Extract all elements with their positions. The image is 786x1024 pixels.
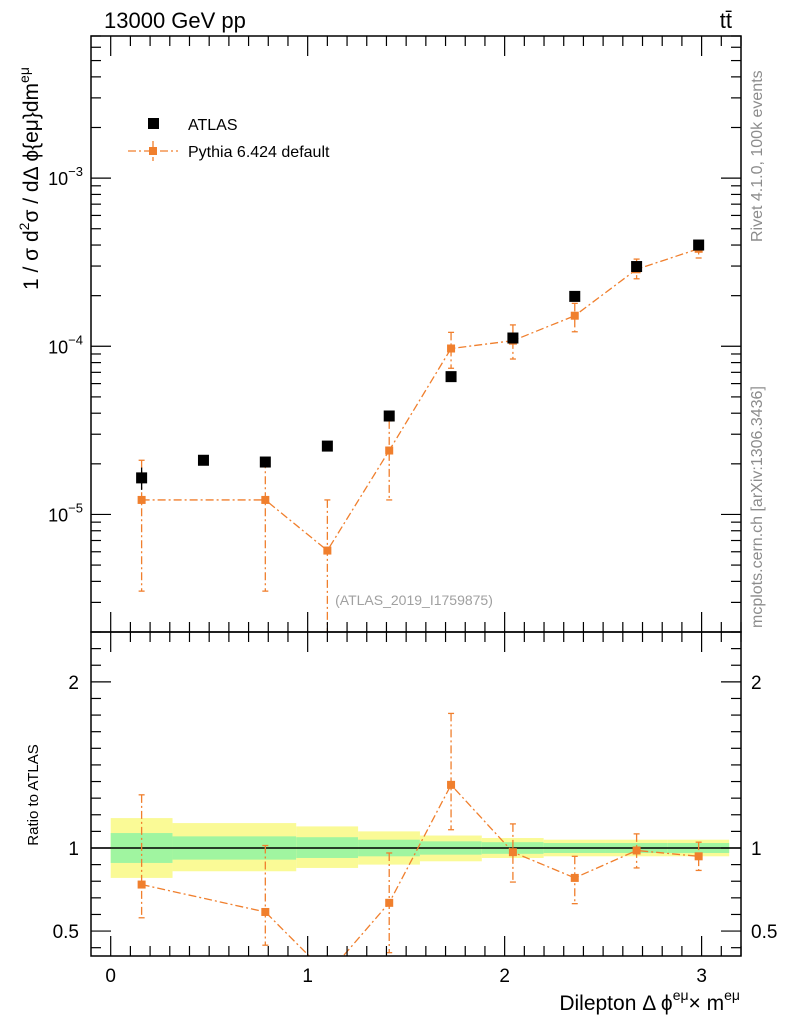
ratio-y-tick-label-right: 2: [751, 673, 762, 694]
atlas-point: [445, 371, 457, 383]
main-y-tick-label: 10−4: [48, 332, 83, 357]
pythia-point: [385, 446, 394, 455]
main-series: [136, 239, 705, 632]
ratio-point: [447, 780, 456, 789]
x-axis-label: Dilepton Δ ϕeμ× meμ: [559, 987, 740, 1015]
pythia-point: [447, 344, 456, 353]
pythia-point: [570, 311, 579, 320]
header-process: tt̄: [720, 8, 732, 33]
rivet-version-label: Rivet 4.1.0, 100k events: [749, 70, 766, 242]
pythia-line: [141, 248, 699, 552]
main-y-tick-label: 10−3: [48, 164, 83, 189]
legend: ATLAS Pythia 6.424 default: [128, 117, 330, 161]
pythia-point: [137, 495, 146, 504]
legend-pythia-marker: [149, 147, 157, 155]
ratio-point: [570, 873, 579, 882]
ratio-point: [261, 907, 270, 916]
ratio-y-tick-label: 0.5: [53, 922, 79, 943]
ratio-y-tick-label-right: 0.5: [751, 922, 777, 943]
atlas-point: [197, 454, 209, 466]
ratio-point: [385, 898, 394, 907]
atlas-point: [693, 239, 705, 251]
pythia-point: [261, 495, 270, 504]
x-tick-label: 0: [105, 966, 116, 987]
ratio-y-tick-label-right: 1: [751, 839, 762, 860]
ratio-point: [632, 846, 641, 855]
atlas-point: [383, 410, 395, 422]
ratio-frame: [90, 631, 742, 957]
main-y-axis-label: 1 / σ d2σ / dΔ ϕ{eμ}dmeμ: [16, 67, 43, 290]
legend-pythia-label: Pythia 6.424 default: [188, 144, 330, 161]
ratio-y-axis-label: Ratio to ATLAS: [25, 744, 42, 845]
atlas-point: [631, 261, 643, 273]
legend-atlas-label: ATLAS: [188, 117, 238, 134]
header-energy: 13000 GeV pp: [104, 8, 246, 33]
ratio-point: [694, 852, 703, 861]
pythia-point: [323, 546, 332, 555]
ratio-y-tick-label: 2: [68, 673, 79, 694]
analysis-label: (ATLAS_2019_I1759875): [335, 592, 493, 608]
atlas-point: [259, 456, 271, 468]
legend-atlas-marker: [148, 118, 159, 129]
ratio-point: [508, 848, 517, 857]
main-y-tick-label: 10−5: [48, 500, 83, 525]
ratio-pythia-line: [141, 783, 699, 956]
ratio-series: [137, 712, 703, 956]
x-tick-label: 2: [499, 966, 510, 987]
x-tick-label: 1: [302, 966, 313, 987]
atlas-point: [569, 290, 581, 302]
atlas-point: [321, 440, 333, 452]
main-panel: 10−5 10−4 10−3 (ATLAS_2019_I1759875) 1 / σ…: [16, 35, 742, 633]
source-label: mcplots.cern.ch [arXiv:1306.3436]: [749, 386, 766, 628]
atlas-point: [136, 472, 148, 484]
ratio-panel: 0.5 0.5 1 1 2 2 0 1 2 3 Ratio to ATLAS Dilepton …: [25, 36, 777, 1015]
atlas-point: [507, 332, 519, 344]
ratio-y-tick-label: 1: [68, 839, 79, 860]
x-tick-label: 3: [696, 966, 707, 987]
x-ticks: 0 1 2 3: [105, 36, 742, 987]
ratio-point: [137, 880, 146, 889]
ratio-y-ticks: 0.5 0.5 1 1 2 2: [53, 648, 777, 949]
main-y-ticks: 10−5 10−4 10−3: [48, 35, 741, 633]
